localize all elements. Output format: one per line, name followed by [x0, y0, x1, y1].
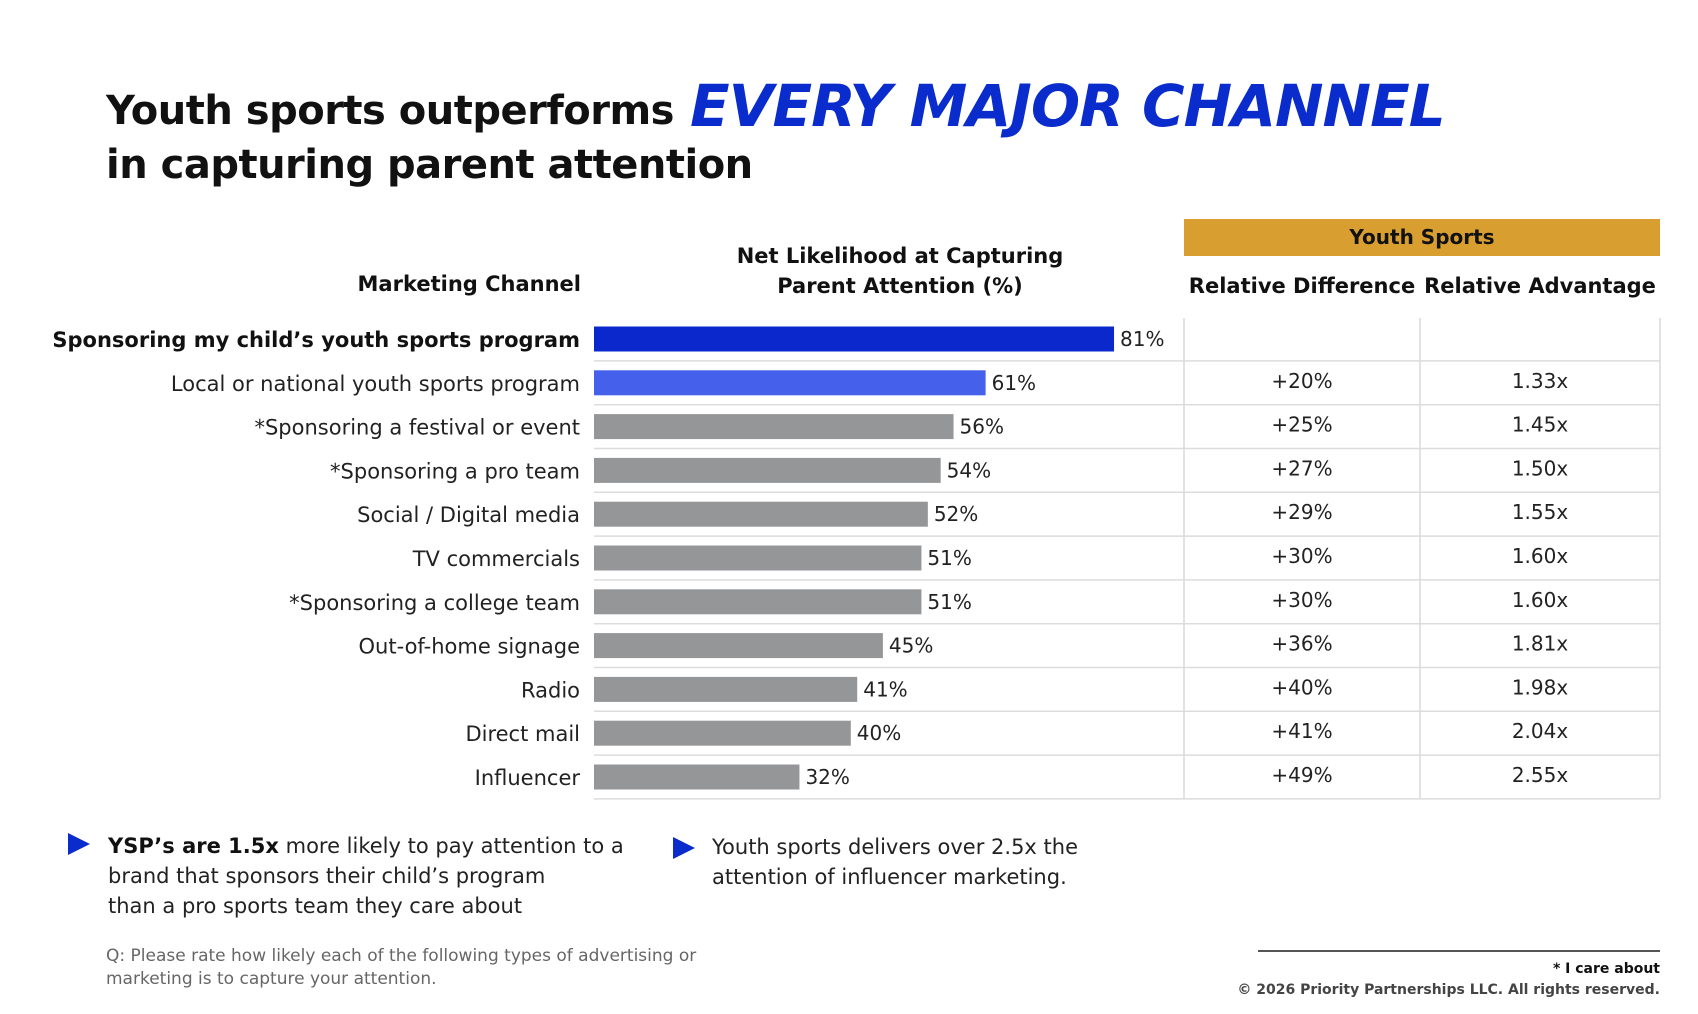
relative-difference-cell: +49%	[1271, 763, 1332, 787]
bar	[594, 370, 986, 396]
value-label: 81%	[1120, 327, 1164, 351]
relative-difference-cell: +29%	[1271, 500, 1332, 524]
value-label: 52%	[934, 502, 978, 526]
relative-advantage-cell: 1.45x	[1512, 413, 1569, 437]
bar	[594, 457, 941, 483]
relative-advantage-cell: 1.55x	[1512, 500, 1569, 524]
relative-advantage-cell: 1.60x	[1512, 544, 1569, 568]
bar	[594, 720, 851, 746]
bullet-influencer-line1: Youth sports delivers over 2.5x the	[712, 835, 1079, 859]
relative-advantage-cell: 1.33x	[1512, 369, 1569, 393]
relative-difference-cell: +20%	[1271, 369, 1332, 393]
channel-label: Influencer	[475, 766, 581, 790]
column-header-net-likelihood: Net Likelihood at Capturing Parent Atten…	[720, 241, 1080, 301]
channel-label: *Sponsoring a festival or event	[254, 416, 580, 440]
relative-advantage-cell: 2.55x	[1512, 763, 1569, 787]
channel-label: Out-of-home signage	[359, 635, 580, 659]
value-label: 54%	[947, 458, 991, 482]
page-title-accent: EVERY MAJOR CHANNEL	[690, 72, 1446, 140]
bullet-influencer: Youth sports delivers over 2.5x the atte…	[712, 832, 1152, 892]
value-label: 40%	[857, 721, 901, 745]
bar	[594, 414, 954, 440]
bar	[594, 501, 928, 527]
bullet-influencer-line2: attention of influencer marketing.	[712, 865, 1067, 889]
group-header-youth-sports: Youth Sports	[1184, 219, 1660, 256]
relative-difference-cell: +25%	[1271, 413, 1332, 437]
bullet-ysp-bold: YSP’s are 1.5x	[108, 834, 279, 858]
bullet-ysp-line3: than a pro sports team they care about	[108, 894, 523, 918]
relative-advantage-cell: 1.50x	[1512, 456, 1569, 480]
page-title-line1: Youth sports outperforms	[106, 88, 674, 134]
channel-label: *Sponsoring a pro team	[330, 459, 580, 483]
relative-advantage-cell: 2.04x	[1512, 719, 1569, 743]
channel-label: Sponsoring my child’s youth sports progr…	[52, 328, 580, 352]
value-label: 45%	[889, 634, 933, 658]
survey-question-line2: marketing is to capture your attention.	[106, 969, 437, 989]
value-label: 41%	[863, 677, 907, 701]
relative-difference-cell: +30%	[1271, 588, 1332, 612]
relative-difference-cell: +30%	[1271, 544, 1332, 568]
bar	[594, 545, 922, 571]
column-header-net-likelihood-line1: Net Likelihood at Capturing	[736, 244, 1064, 268]
bar	[594, 589, 922, 615]
relative-advantage-cell: 1.81x	[1512, 632, 1569, 656]
relative-difference-cell: +41%	[1271, 719, 1332, 743]
relative-difference-cell: +27%	[1271, 456, 1332, 480]
value-label: 51%	[927, 546, 971, 570]
channel-label: *Sponsoring a college team	[289, 591, 580, 615]
relative-difference-cell: +36%	[1271, 632, 1332, 656]
channel-label: Local or national youth sports program	[171, 372, 580, 396]
relative-difference-cell: +40%	[1271, 675, 1332, 699]
channel-label: TV commercials	[412, 547, 580, 571]
bar	[594, 326, 1115, 352]
bullet-ysp-line1: more likely to pay attention to a	[278, 834, 624, 858]
channel-label: Radio	[521, 678, 580, 702]
value-label: 32%	[805, 765, 849, 789]
page-title-line2: in capturing parent attention	[106, 142, 753, 188]
value-label: 51%	[927, 590, 971, 614]
channel-label: Social / Digital media	[357, 503, 580, 527]
relative-advantage-cell: 1.60x	[1512, 588, 1569, 612]
value-label: 56%	[960, 415, 1004, 439]
column-header-net-likelihood-line2: Parent Attention (%)	[777, 274, 1023, 298]
bullet-ysp: YSP’s are 1.5x more likely to pay attent…	[108, 831, 668, 921]
bar	[594, 633, 883, 659]
relative-advantage-cell: 1.98x	[1512, 675, 1569, 699]
value-label: 61%	[992, 371, 1036, 395]
bullet-arrow-icon	[673, 837, 695, 859]
column-header-relative-advantage: Relative Advantage	[1424, 274, 1656, 298]
survey-question-line1: Q: Please rate how likely each of the fo…	[106, 946, 697, 966]
bullet-ysp-line2: brand that sponsors their child’s progra…	[108, 864, 546, 888]
bullet-arrow-icon	[68, 833, 90, 855]
bar	[594, 764, 800, 790]
copyright: © 2026 Priority Partnerships LLC. All ri…	[1237, 982, 1660, 998]
column-header-relative-difference: Relative Difference	[1188, 274, 1416, 298]
footnote: * I care about	[1552, 961, 1660, 977]
channel-label: Direct mail	[465, 722, 580, 746]
footer-divider	[1258, 950, 1660, 952]
bar	[594, 676, 858, 702]
column-header-channel: Marketing Channel	[357, 272, 581, 296]
survey-question: Q: Please rate how likely each of the fo…	[106, 945, 746, 991]
